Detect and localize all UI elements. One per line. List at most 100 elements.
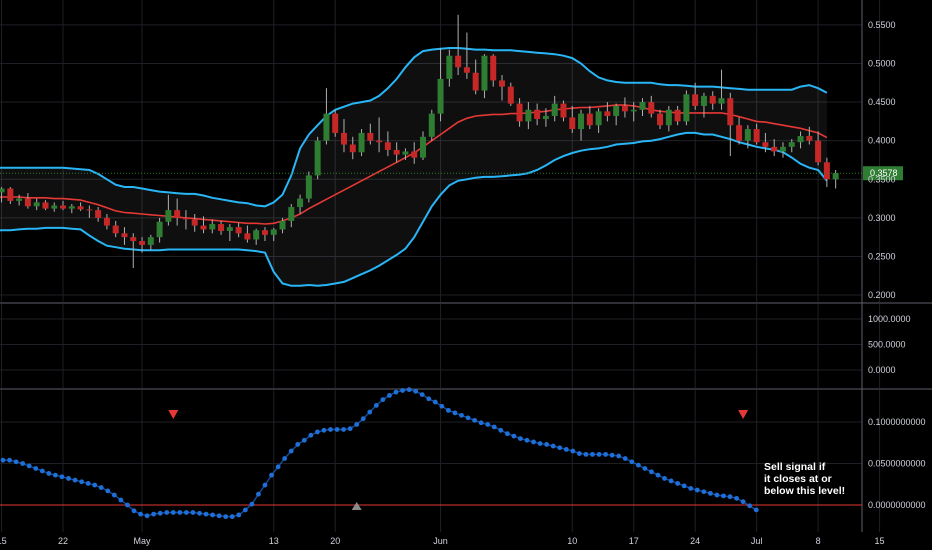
oscillator-point: [216, 513, 222, 519]
x-tick-label: 8: [816, 536, 821, 546]
candle-body: [718, 98, 725, 104]
candle-body: [77, 206, 84, 210]
oscillator-point: [688, 486, 694, 491]
oscillator-point: [229, 514, 235, 520]
candle-body: [832, 173, 839, 180]
oscillator-point: [7, 457, 12, 463]
oscillator-point: [531, 439, 536, 445]
candle-body: [182, 217, 189, 220]
candle-body: [771, 146, 778, 152]
oscillator-point: [747, 503, 753, 509]
oscillator-point: [557, 445, 563, 451]
bollinger-lower-line: [0, 131, 828, 287]
candle-body: [621, 105, 628, 112]
oscillator-point: [491, 424, 497, 430]
candle-body: [578, 113, 585, 130]
candle-body: [139, 241, 146, 245]
last-price-label: 0.3578: [870, 168, 898, 178]
oscillator-point: [734, 495, 739, 501]
oscillator-point: [380, 397, 386, 402]
oscillator-point: [354, 422, 360, 427]
oscillator-pane: [0, 387, 862, 520]
candle-body: [762, 142, 769, 147]
candle-body: [639, 102, 646, 110]
candle-body: [270, 229, 277, 235]
y-tick-label: 0.5000: [868, 58, 896, 68]
candle-body: [209, 224, 216, 230]
oscillator-point: [118, 497, 124, 503]
x-tick-label: May: [134, 536, 152, 546]
candle-body: [156, 221, 163, 238]
candle-body: [121, 233, 128, 238]
candle-body: [586, 113, 593, 126]
candle-body: [815, 140, 822, 163]
oscillator-point: [668, 478, 674, 484]
candle-body: [437, 78, 444, 114]
annotation-line: below this level!: [764, 485, 845, 497]
y-tick-label: 0.2000: [868, 290, 896, 300]
candle-body: [393, 149, 400, 155]
oscillator-point: [242, 507, 248, 513]
oscillator-point: [524, 437, 530, 443]
candle-body: [68, 206, 75, 209]
oscillator-point: [26, 463, 32, 469]
oscillator-point: [59, 474, 65, 480]
oscillator-point: [603, 451, 608, 457]
oscillator-point: [675, 481, 681, 486]
oscillator-point: [223, 514, 229, 520]
oscillator-point: [721, 493, 726, 499]
candle-body: [384, 142, 391, 150]
oscillator-point: [616, 453, 622, 459]
x-tick-label: Jul: [751, 536, 763, 546]
grid: [0, 0, 932, 532]
oscillator-point: [282, 456, 288, 461]
oscillator-point: [596, 451, 602, 457]
candle-body: [516, 103, 523, 122]
oscillator-point: [367, 409, 373, 415]
x-tick-label: 10: [567, 536, 577, 546]
oscillator-point: [256, 491, 261, 497]
oscillator-point: [662, 476, 667, 481]
oscillator-point: [177, 510, 183, 515]
candle-body: [60, 205, 67, 209]
candle-body: [463, 67, 470, 73]
bollinger-upper-line: [0, 47, 828, 208]
oscillator-point: [570, 448, 576, 454]
oscillator-point: [301, 437, 307, 443]
oscillator-point: [478, 420, 484, 426]
oscillator-point: [681, 483, 687, 489]
x-tick-label: 24: [690, 536, 700, 546]
oscillator-point: [563, 446, 569, 452]
candle-body: [33, 202, 40, 207]
candle-body: [112, 225, 119, 234]
oscillator-point: [452, 410, 458, 416]
oscillator-point: [151, 511, 157, 517]
oscillator-point: [79, 479, 84, 485]
oscillator-point: [740, 499, 746, 505]
oscillator-point: [13, 459, 19, 465]
oscillator-point: [439, 403, 445, 409]
oscillator-point: [269, 472, 274, 478]
candle-body: [235, 227, 242, 234]
candle-body: [358, 132, 365, 153]
candle-body: [665, 109, 672, 126]
candle-body: [305, 175, 312, 199]
oscillator-point: [511, 433, 517, 439]
oscillator-point: [590, 451, 595, 457]
candle-body: [200, 225, 207, 230]
price-axis: 0.2000 0.2500 0.3000 0.3500 0.4000 0.4500 0.50…: [868, 20, 926, 510]
oscillator-point: [20, 461, 26, 466]
oscillator-point: [426, 396, 432, 402]
oscillator-point: [66, 476, 71, 481]
y-tick-label: 0.4500: [868, 97, 896, 107]
oscillator-point: [583, 451, 589, 457]
candle-body: [788, 142, 795, 147]
oscillator-point: [694, 487, 700, 493]
candle-body: [86, 209, 93, 211]
candle-body: [455, 55, 462, 68]
oscillator-point: [53, 472, 58, 478]
oscillator-point: [413, 388, 419, 394]
time-axis: 1522May1320Jun101724Jul81522: [0, 536, 885, 546]
oscillator-point: [341, 427, 346, 432]
candle-body: [253, 230, 260, 240]
